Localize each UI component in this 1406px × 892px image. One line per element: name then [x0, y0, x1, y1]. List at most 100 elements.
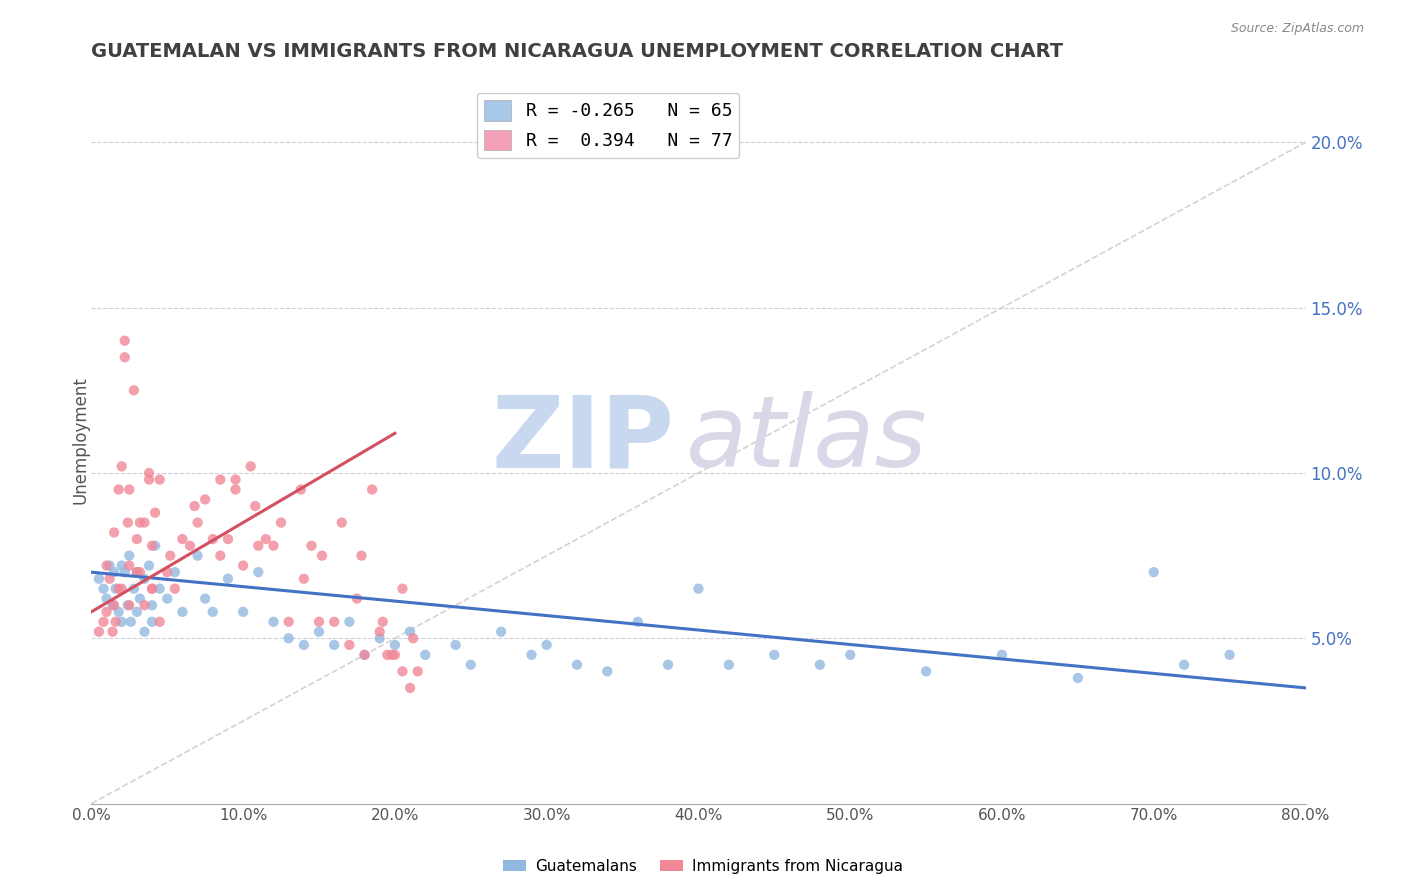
- Point: [292, 572, 315, 586]
- Point: [125, 565, 148, 579]
- Point: [413, 648, 436, 662]
- Point: [134, 516, 156, 530]
- Point: [350, 549, 373, 563]
- Point: [163, 565, 186, 579]
- Point: [717, 657, 740, 672]
- Point: [384, 648, 406, 662]
- Point: [239, 459, 262, 474]
- Point: [101, 624, 124, 639]
- Point: [103, 599, 125, 613]
- Point: [323, 615, 346, 629]
- Point: [125, 532, 148, 546]
- Point: [277, 632, 299, 646]
- Point: [111, 459, 134, 474]
- Point: [125, 605, 148, 619]
- Point: [159, 549, 181, 563]
- Point: [263, 615, 285, 629]
- Point: [399, 624, 422, 639]
- Point: [101, 599, 124, 613]
- Point: [107, 483, 129, 497]
- Point: [134, 572, 156, 586]
- Point: [375, 648, 398, 662]
- Point: [103, 525, 125, 540]
- Point: [225, 473, 247, 487]
- Text: ZIP: ZIP: [491, 392, 673, 489]
- Point: [194, 492, 217, 507]
- Text: atlas: atlas: [686, 392, 928, 489]
- Point: [254, 532, 277, 546]
- Point: [353, 648, 375, 662]
- Point: [217, 572, 239, 586]
- Point: [129, 565, 152, 579]
- Point: [179, 539, 201, 553]
- Point: [406, 665, 429, 679]
- Point: [163, 582, 186, 596]
- Point: [122, 582, 145, 596]
- Point: [290, 483, 312, 497]
- Point: [209, 473, 232, 487]
- Point: [460, 657, 482, 672]
- Point: [384, 638, 406, 652]
- Point: [149, 582, 172, 596]
- Point: [391, 582, 413, 596]
- Text: GUATEMALAN VS IMMIGRANTS FROM NICARAGUA UNEMPLOYMENT CORRELATION CHART: GUATEMALAN VS IMMIGRANTS FROM NICARAGUA …: [91, 42, 1063, 61]
- Point: [308, 624, 330, 639]
- Point: [111, 582, 134, 596]
- Point: [1143, 565, 1166, 579]
- Point: [839, 648, 862, 662]
- Point: [118, 599, 141, 613]
- Point: [247, 565, 270, 579]
- Point: [141, 582, 163, 596]
- Point: [156, 591, 179, 606]
- Point: [172, 605, 194, 619]
- Point: [277, 615, 299, 629]
- Point: [808, 657, 831, 672]
- Point: [217, 532, 239, 546]
- Point: [209, 549, 232, 563]
- Point: [627, 615, 650, 629]
- Point: [118, 558, 141, 573]
- Point: [270, 516, 292, 530]
- Point: [120, 615, 142, 629]
- Point: [117, 599, 139, 613]
- Point: [103, 565, 125, 579]
- Point: [118, 549, 141, 563]
- Point: [111, 615, 134, 629]
- Point: [141, 599, 163, 613]
- Point: [311, 549, 333, 563]
- Point: [93, 582, 115, 596]
- Point: [232, 605, 254, 619]
- Point: [87, 624, 110, 639]
- Point: [368, 632, 391, 646]
- Point: [104, 615, 127, 629]
- Point: [308, 615, 330, 629]
- Point: [245, 499, 267, 513]
- Point: [141, 582, 163, 596]
- Point: [138, 558, 160, 573]
- Point: [520, 648, 543, 662]
- Point: [141, 615, 163, 629]
- Point: [114, 334, 136, 348]
- Point: [763, 648, 786, 662]
- Point: [323, 638, 346, 652]
- Point: [399, 681, 422, 695]
- Point: [991, 648, 1014, 662]
- Point: [536, 638, 558, 652]
- Point: [391, 665, 413, 679]
- Point: [402, 632, 425, 646]
- Point: [87, 572, 110, 586]
- Point: [1067, 671, 1090, 685]
- Point: [118, 483, 141, 497]
- Point: [117, 516, 139, 530]
- Point: [187, 549, 209, 563]
- Point: [337, 638, 360, 652]
- Point: [134, 599, 156, 613]
- Point: [114, 351, 136, 365]
- Point: [330, 516, 353, 530]
- Point: [98, 558, 121, 573]
- Point: [346, 591, 368, 606]
- Point: [381, 648, 404, 662]
- Point: [93, 615, 115, 629]
- Point: [114, 565, 136, 579]
- Point: [143, 506, 166, 520]
